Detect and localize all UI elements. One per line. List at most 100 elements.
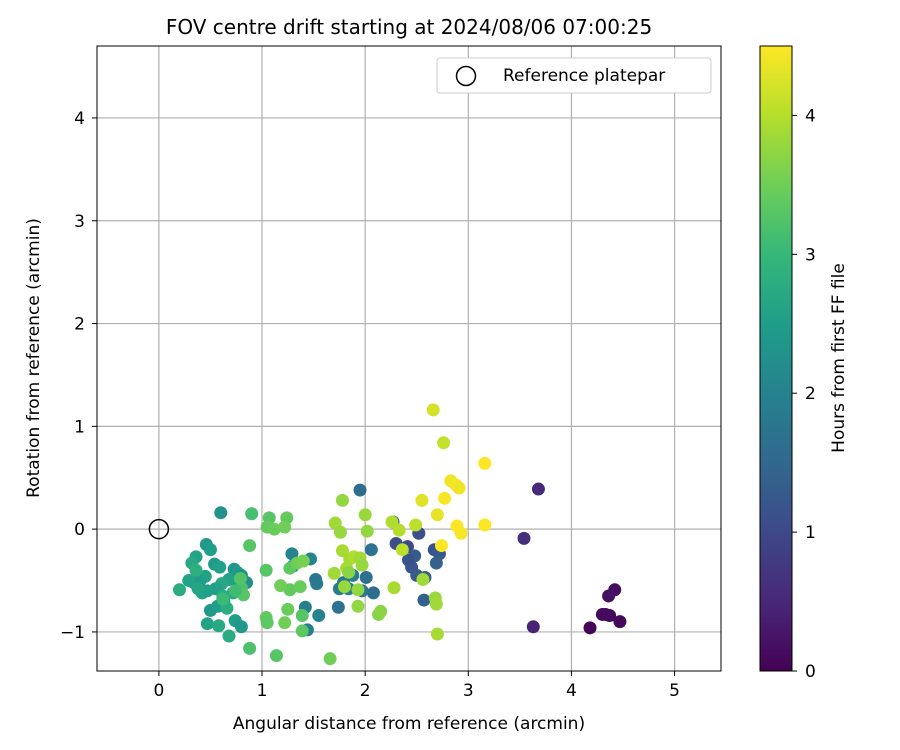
data-point xyxy=(234,620,248,634)
data-point xyxy=(417,593,431,607)
data-point xyxy=(331,600,345,614)
data-point xyxy=(281,602,295,616)
data-point xyxy=(366,586,380,600)
colorbar-tick-label: 4 xyxy=(805,106,816,126)
data-point xyxy=(310,577,324,591)
data-point xyxy=(295,624,309,638)
plot-area-frame xyxy=(96,45,722,672)
data-point xyxy=(351,583,365,597)
y-tick-label: −1 xyxy=(60,623,85,643)
data-point xyxy=(267,522,281,536)
data-point xyxy=(478,456,492,470)
data-point xyxy=(415,493,429,507)
data-point xyxy=(416,573,430,587)
data-point xyxy=(243,539,257,553)
data-point xyxy=(358,508,372,522)
data-point xyxy=(182,574,196,588)
colorbar-tick-label: 0 xyxy=(805,662,816,682)
data-point xyxy=(327,566,341,580)
data-point xyxy=(323,652,337,666)
y-axis-ticks: −1 0 1 2 3 4 xyxy=(60,109,97,643)
data-point xyxy=(278,616,292,630)
data-point xyxy=(338,580,352,594)
data-point xyxy=(212,619,226,633)
data-point xyxy=(517,531,531,545)
x-tick-label: 0 xyxy=(153,681,164,701)
data-point xyxy=(434,539,448,553)
x-axis-ticks: 0 1 2 3 4 5 xyxy=(153,671,680,701)
colorbar-label: Hours from first FF file xyxy=(829,263,849,453)
data-point xyxy=(274,579,288,593)
colorbar-tick-label: 1 xyxy=(805,523,816,543)
data-point xyxy=(409,518,423,532)
data-point xyxy=(364,543,378,557)
y-tick-label: 4 xyxy=(74,109,85,129)
data-point xyxy=(602,589,616,603)
data-point xyxy=(293,580,307,594)
data-point xyxy=(359,570,373,584)
data-point xyxy=(243,641,257,655)
x-axis-label: Angular distance from reference (arcmin) xyxy=(233,714,585,734)
data-point xyxy=(438,491,452,505)
data-point xyxy=(429,597,443,611)
data-point xyxy=(374,604,388,618)
data-point xyxy=(353,483,367,497)
y-axis-label: Rotation from reference (arcmin) xyxy=(24,218,44,498)
grid-lines xyxy=(97,46,721,671)
colorbar xyxy=(759,45,793,672)
data-point xyxy=(478,518,492,532)
legend: Reference platepar xyxy=(436,57,712,94)
data-point xyxy=(189,563,203,577)
data-point xyxy=(296,554,310,568)
data-point xyxy=(526,620,540,634)
data-point xyxy=(233,571,247,585)
data-point xyxy=(312,608,326,622)
y-tick-label: 2 xyxy=(74,315,85,335)
data-point xyxy=(351,599,365,613)
data-point xyxy=(216,592,230,606)
data-point xyxy=(387,581,401,595)
y-tick-label: 0 xyxy=(74,520,85,540)
y-tick-label: 1 xyxy=(74,417,85,437)
data-point xyxy=(278,520,292,534)
data-point xyxy=(259,563,273,577)
data-point xyxy=(200,617,214,631)
data-point xyxy=(213,560,227,574)
data-point xyxy=(583,621,597,635)
scatter-points xyxy=(173,403,627,666)
data-point xyxy=(595,607,609,621)
data-point xyxy=(333,525,347,539)
data-point xyxy=(360,524,374,538)
y-tick-label: 3 xyxy=(74,212,85,232)
data-point xyxy=(191,582,205,596)
data-point xyxy=(454,526,468,540)
data-point xyxy=(295,608,309,622)
data-point xyxy=(203,543,217,557)
legend-box xyxy=(436,57,712,94)
colorbar-tick-label: 2 xyxy=(805,384,816,404)
data-point xyxy=(429,556,443,570)
data-point xyxy=(355,558,369,572)
data-point xyxy=(426,403,440,417)
data-point xyxy=(228,584,242,598)
data-point xyxy=(395,543,409,557)
legend-label: Reference platepar xyxy=(503,66,665,86)
data-point xyxy=(401,553,415,567)
x-tick-label: 3 xyxy=(463,681,474,701)
data-point xyxy=(269,649,283,663)
x-tick-label: 4 xyxy=(566,681,577,701)
data-point xyxy=(613,615,627,629)
data-point xyxy=(245,507,259,521)
data-point xyxy=(335,493,349,507)
data-point xyxy=(531,482,545,496)
reference-platepar-marker xyxy=(148,518,170,540)
data-point xyxy=(437,436,451,450)
chart-title: FOV centre drift starting at 2024/08/06 … xyxy=(166,15,652,39)
data-point xyxy=(173,583,187,597)
colorbar-ticks: 0 1 2 3 4 xyxy=(792,106,816,682)
colorbar-tick-label: 3 xyxy=(805,245,816,265)
data-point xyxy=(392,523,406,537)
data-point xyxy=(222,629,236,643)
data-point xyxy=(452,481,466,495)
